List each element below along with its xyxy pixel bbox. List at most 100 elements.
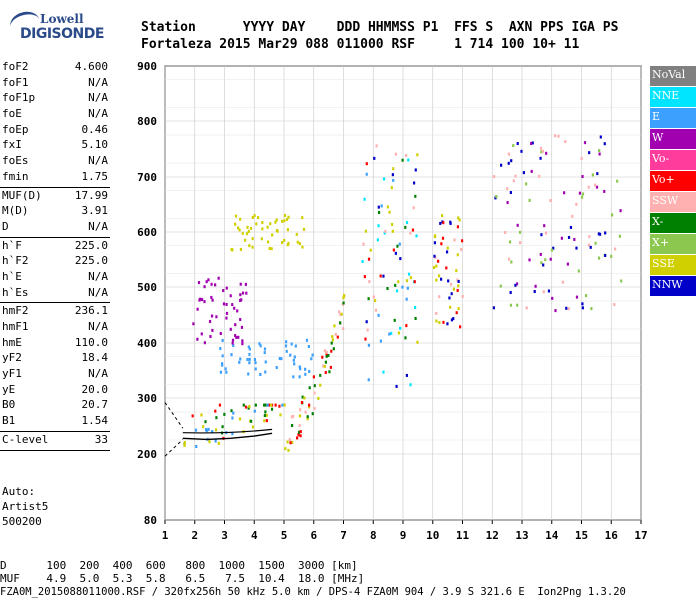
echo-point xyxy=(516,303,519,307)
echo-point xyxy=(266,240,270,244)
echo-point xyxy=(372,295,376,299)
echo-point xyxy=(435,311,438,315)
echo-point xyxy=(452,317,455,321)
x-tick-label: 17 xyxy=(634,529,647,542)
echo-point xyxy=(275,228,279,232)
echo-point xyxy=(437,274,441,278)
param-separator xyxy=(0,430,110,432)
echo-point xyxy=(549,257,552,261)
echo-point xyxy=(234,323,237,327)
y-tick-label: 300 xyxy=(137,392,157,405)
echo-point xyxy=(401,285,404,289)
echo-point xyxy=(338,310,341,314)
echo-point xyxy=(202,425,205,429)
echo-point xyxy=(241,231,244,235)
echo-point xyxy=(247,345,250,349)
echo-point xyxy=(306,415,309,419)
param-row: M(D) 3.91 xyxy=(0,204,110,220)
echo-point xyxy=(618,234,621,238)
echo-point xyxy=(414,194,417,198)
echo-point xyxy=(461,294,464,298)
echo-point xyxy=(325,354,328,358)
param-value: N/A xyxy=(88,107,108,121)
param-key: foF1 xyxy=(2,75,29,89)
echo-point xyxy=(298,242,301,246)
echo-point xyxy=(499,284,502,288)
echo-point xyxy=(377,224,380,228)
echo-point xyxy=(260,237,263,241)
echo-point xyxy=(401,158,404,162)
param-row: yF2 18.4 xyxy=(0,351,110,367)
echo-point xyxy=(528,198,531,202)
echo-point xyxy=(595,185,599,189)
echo-point xyxy=(222,289,225,293)
echo-point xyxy=(509,303,513,307)
echo-point xyxy=(365,320,368,324)
echo-point xyxy=(413,280,416,284)
echo-point xyxy=(295,232,298,236)
echo-point xyxy=(342,327,345,331)
echo-point xyxy=(405,324,408,328)
echo-point xyxy=(254,361,257,365)
echo-point xyxy=(251,237,254,241)
echo-point xyxy=(407,272,411,276)
x-tick-label: 15 xyxy=(575,529,588,542)
echo-point xyxy=(207,278,210,282)
echo-point xyxy=(296,436,299,440)
echo-point xyxy=(613,303,616,307)
echo-point xyxy=(373,156,376,160)
echo-point xyxy=(297,430,301,434)
echo-point xyxy=(610,254,613,258)
auto-label: Auto: xyxy=(2,485,36,498)
echo-point xyxy=(362,242,365,246)
scaled-parameters-panel: foF2 4.600 foF1 N/A foF1p N/A foE N/A foEp 0.46 fx… xyxy=(0,60,110,452)
echo-point xyxy=(219,370,223,374)
echo-point xyxy=(614,247,617,251)
echo-point xyxy=(234,222,237,226)
param-value: 5.10 xyxy=(81,138,109,152)
echo-point xyxy=(438,295,441,299)
echo-point xyxy=(245,232,249,236)
echo-point xyxy=(210,295,213,299)
echo-point xyxy=(542,290,545,294)
echo-point xyxy=(308,403,311,407)
echo-point xyxy=(405,153,408,157)
echo-point xyxy=(446,322,449,326)
echo-point xyxy=(603,189,606,193)
digisonde-logo: Lowell DIGISONDE xyxy=(6,8,126,48)
echo-point xyxy=(221,363,224,367)
echo-point xyxy=(210,314,214,318)
legend-item-ssw: SSW xyxy=(650,192,696,212)
echo-point xyxy=(297,433,300,437)
param-value: N/A xyxy=(88,285,108,299)
echo-point xyxy=(284,344,288,348)
echo-point xyxy=(254,403,257,407)
echo-point xyxy=(533,290,536,294)
echo-point xyxy=(263,403,266,407)
param-value: 225.0 xyxy=(74,238,108,252)
echo-point xyxy=(391,173,394,177)
echo-point xyxy=(379,339,383,343)
echo-point xyxy=(329,365,332,369)
echo-point xyxy=(270,247,273,251)
echo-point xyxy=(549,199,552,203)
echo-point xyxy=(530,169,533,173)
echo-point xyxy=(386,287,389,291)
param-key: hmE xyxy=(2,335,22,349)
x-tick-label: 10 xyxy=(426,529,439,542)
echo-point xyxy=(597,256,601,260)
echo-point xyxy=(330,341,333,345)
y-tick-label: 900 xyxy=(137,60,157,73)
echo-point xyxy=(191,414,194,418)
echo-point xyxy=(269,222,272,226)
param-key: fxI xyxy=(2,138,22,152)
echo-point xyxy=(540,261,543,265)
echo-point xyxy=(259,344,262,348)
param-separator xyxy=(0,449,110,451)
echo-point xyxy=(301,395,304,399)
echo-point xyxy=(211,298,214,302)
param-row: fxI 5.10 xyxy=(0,138,110,154)
echo-point xyxy=(390,186,393,190)
echo-point xyxy=(317,396,320,400)
echo-point xyxy=(234,334,237,338)
